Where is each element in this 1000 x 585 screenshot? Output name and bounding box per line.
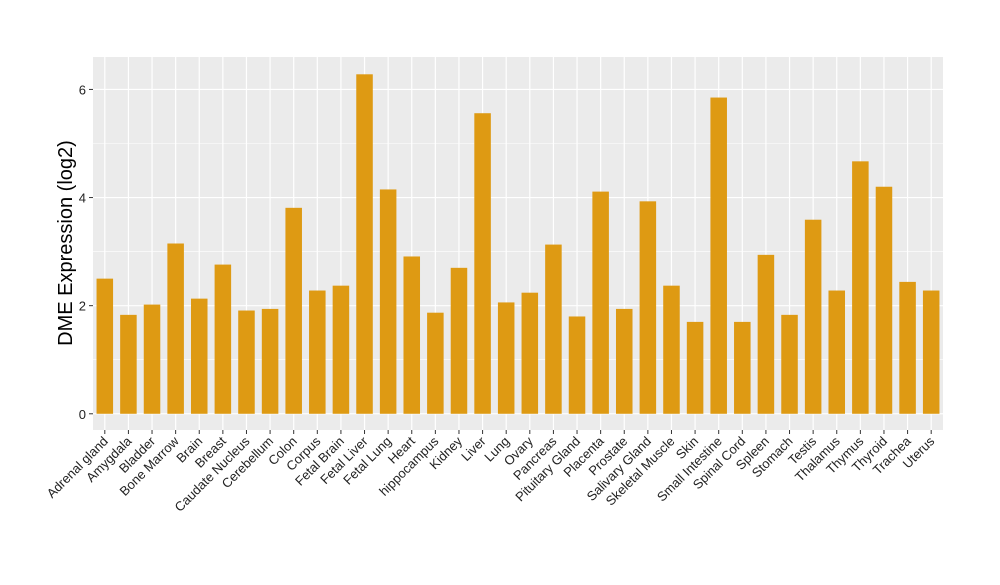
bar-salivary-gland [639, 201, 657, 414]
bar-placenta [592, 191, 609, 414]
bar-colon [285, 207, 302, 414]
y-tick-label: 6 [79, 82, 86, 97]
bar-thyroid [875, 186, 893, 414]
bar-uterus [922, 290, 940, 414]
bar-spinal-cord [734, 321, 751, 414]
bar-breast [214, 264, 232, 414]
bar-thalamus [828, 290, 846, 414]
bar-hippocampus [427, 312, 444, 414]
bar-amygdala [120, 314, 137, 414]
bar-stomach [781, 314, 798, 414]
y-tick-label: 2 [79, 299, 86, 314]
bar-bladder [143, 304, 161, 414]
bar-skin [686, 321, 704, 414]
bar-trachea [899, 281, 916, 414]
bar-cerebellum [261, 308, 279, 414]
bar-prostate [615, 308, 633, 414]
bar-spleen [757, 254, 775, 414]
bar-brain [190, 298, 208, 414]
y-axis-label: DME Expression (log2) [55, 140, 77, 346]
bar-lung [497, 302, 515, 414]
bar-bone-marrow [167, 243, 184, 414]
bar-skeletal-muscle [663, 285, 680, 414]
bar-caudate-nucleus [238, 310, 255, 414]
bar-fetal-liver [356, 74, 373, 414]
y-tick-label: 0 [79, 407, 86, 422]
bar-small-intestine [710, 97, 727, 414]
bar-liver [474, 113, 491, 414]
x-tick-label: Liver [458, 433, 489, 464]
bar-heart [403, 256, 421, 414]
bar-ovary [521, 292, 539, 414]
bar-fetal-lung [379, 189, 397, 414]
bar-pancreas [545, 244, 562, 414]
bar-corpus [309, 290, 326, 414]
plot-panel [93, 57, 943, 430]
bar-fetal-brain [332, 285, 350, 414]
bar-adrenal-gland [96, 278, 114, 414]
bar-kidney [450, 267, 468, 414]
bar-thymus [852, 161, 869, 414]
bar-pituitary-gland [568, 316, 586, 414]
bar-testis [804, 219, 822, 414]
y-tick-label: 4 [79, 191, 86, 206]
